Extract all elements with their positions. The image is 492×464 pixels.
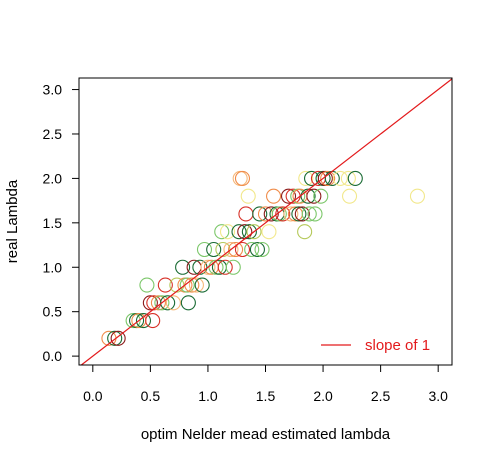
data-point (231, 224, 247, 240)
data-point (409, 188, 426, 204)
data-point (347, 170, 363, 186)
data-point (297, 224, 313, 240)
x-tick-label: 2.5 (371, 388, 391, 404)
plot-frame (78, 77, 453, 366)
data-point (271, 206, 287, 222)
data-point (238, 206, 254, 222)
data-point (169, 277, 185, 293)
legend: slope of 1 (321, 337, 430, 354)
data-point (307, 206, 323, 222)
data-point (180, 295, 196, 311)
y-tick-label: 1.5 (43, 215, 63, 231)
data-point (234, 241, 251, 258)
data-point (225, 259, 241, 275)
data-point (298, 170, 314, 186)
data-point (234, 170, 251, 186)
data-point (266, 188, 282, 204)
data-point (125, 313, 141, 329)
data-point (110, 330, 126, 346)
data-point (196, 241, 213, 258)
data-point (194, 277, 210, 293)
data-point (306, 188, 322, 204)
y-axis: 0.0 0.5 1.0 1.5 2.0 2.5 3.0 (43, 82, 79, 364)
data-point (107, 330, 123, 346)
data-point (254, 241, 270, 258)
data-point (135, 313, 152, 329)
data-point (208, 259, 224, 275)
data-point (240, 188, 256, 204)
x-tick-label: 0.0 (83, 388, 103, 404)
points-layer (101, 170, 426, 346)
x-tick-label: 1.0 (198, 388, 218, 404)
data-point (244, 241, 260, 258)
y-axis-title: real Lambda (4, 179, 21, 263)
data-point (301, 206, 317, 222)
data-point (154, 295, 170, 311)
y-tick-label: 2.0 (43, 170, 63, 186)
data-point (145, 313, 161, 329)
data-point (165, 295, 181, 311)
data-point (179, 277, 195, 293)
y-tick-label: 0.0 (43, 348, 63, 364)
slope-one-line (80, 78, 453, 366)
data-point (150, 295, 166, 311)
data-point (263, 206, 279, 222)
data-point (217, 259, 233, 275)
data-point (206, 241, 222, 258)
x-tick-label: 0.5 (141, 388, 161, 404)
data-point (249, 241, 265, 258)
data-point (188, 277, 204, 293)
data-point (215, 241, 231, 258)
y-tick-label: 0.5 (43, 304, 63, 320)
data-point (139, 277, 155, 293)
data-point (228, 241, 244, 258)
data-point (223, 241, 239, 258)
data-point (332, 170, 348, 186)
data-point (294, 206, 310, 222)
data-point (157, 277, 173, 293)
x-tick-label: 2.0 (313, 388, 333, 404)
x-axis-title: optim Nelder mead estimated lambda (141, 426, 391, 443)
data-point (313, 188, 329, 204)
data-point (214, 224, 230, 240)
data-point (341, 188, 358, 204)
data-point (192, 259, 208, 275)
data-point (219, 224, 236, 240)
data-point (200, 259, 216, 275)
data-point (283, 206, 299, 222)
data-point (142, 295, 158, 311)
data-point (280, 188, 297, 204)
legend-label: slope of 1 (365, 337, 430, 354)
data-point (160, 295, 176, 311)
data-point (241, 224, 257, 240)
y-tick-label: 1.0 (43, 259, 63, 275)
y-tick-label: 3.0 (43, 82, 63, 98)
data-point (261, 224, 277, 240)
data-point (291, 206, 307, 222)
data-point (300, 188, 316, 204)
data-point (275, 206, 291, 222)
y-tick-label: 2.5 (43, 126, 63, 142)
x-tick-label: 1.5 (256, 388, 276, 404)
data-point (320, 170, 336, 186)
x-axis: 0.0 0.5 1.0 1.5 2.0 2.5 3.0 (83, 365, 448, 404)
x-tick-label: 3.0 (428, 388, 448, 404)
data-point (175, 259, 191, 275)
data-point (252, 206, 268, 222)
data-point (340, 170, 356, 186)
data-point (246, 224, 262, 240)
